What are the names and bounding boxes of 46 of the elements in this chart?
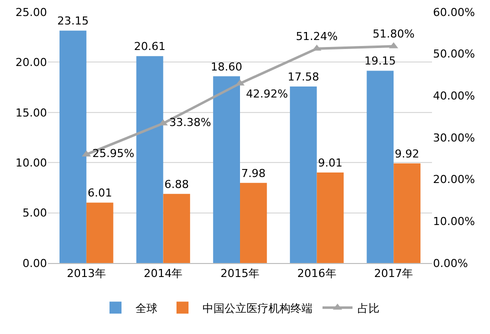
data-label: 42.92% xyxy=(246,88,288,101)
bar xyxy=(290,86,317,263)
bar xyxy=(163,194,190,263)
bar xyxy=(316,172,344,263)
legend-label: 中国公立医疗机构终端 xyxy=(202,302,312,315)
data-label: 23.15 xyxy=(57,14,89,28)
y2-tick-label: 50.00% xyxy=(433,48,475,61)
x-tick-label: 2016年 xyxy=(297,267,336,280)
y-tick-label: 15.00 xyxy=(16,106,47,120)
bar xyxy=(60,30,86,263)
x-tick-label: 2013年 xyxy=(66,267,106,280)
y2-tick-label: 0.00% xyxy=(433,256,468,270)
y-tick-label: 10.00 xyxy=(16,156,47,170)
data-label: 6.88 xyxy=(164,178,189,191)
data-label: 20.61 xyxy=(134,40,166,54)
data-label: 9.92 xyxy=(394,147,420,160)
bar xyxy=(86,202,114,263)
y2-tick-label: 10.00% xyxy=(433,215,475,228)
y2-tick-label: 40.00% xyxy=(433,90,475,103)
data-label: 19.15 xyxy=(364,54,396,68)
bar xyxy=(136,56,164,263)
x-tick-label: 2014年 xyxy=(144,267,183,280)
bar xyxy=(213,76,240,263)
data-label: 9.01 xyxy=(318,156,342,170)
legend-label: 占比 xyxy=(358,302,380,315)
data-label: 25.95% xyxy=(92,147,134,160)
data-label: 6.01 xyxy=(88,186,112,200)
bar xyxy=(366,70,394,263)
y-tick-label: 25.00 xyxy=(16,6,47,19)
data-label: 33.38% xyxy=(169,116,212,130)
data-label: 18.60 xyxy=(210,60,242,74)
y-tick-label: 0.00 xyxy=(22,256,47,270)
data-label: 7.98 xyxy=(241,166,266,180)
y-tick-label: 5.00 xyxy=(22,206,47,220)
x-tick-label: 2017年 xyxy=(374,267,414,280)
data-label: 17.58 xyxy=(288,70,320,84)
y2-tick-label: 60.00% xyxy=(433,6,475,19)
bar xyxy=(394,163,420,263)
y2-tick-label: 20.00% xyxy=(433,173,475,186)
data-label: 51.24% xyxy=(296,30,338,43)
legend-label: 全球 xyxy=(136,302,158,315)
y-tick-label: 20.00 xyxy=(16,56,47,70)
data-label: 51.80% xyxy=(372,28,415,41)
y2-tick-label: 30.00% xyxy=(433,131,475,144)
x-tick-label: 2015年 xyxy=(220,267,260,280)
bar xyxy=(240,182,267,263)
